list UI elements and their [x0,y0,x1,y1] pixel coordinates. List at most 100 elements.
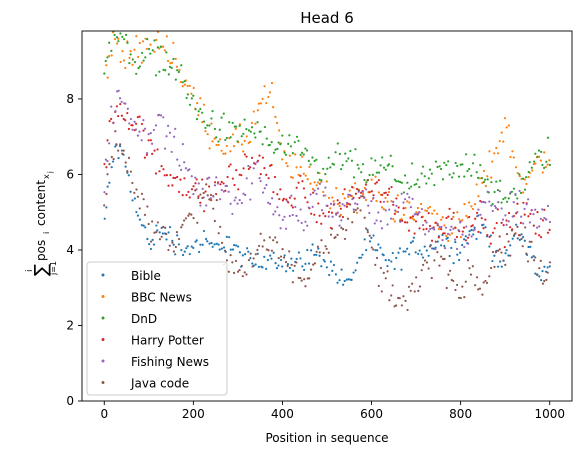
data-point [154,172,158,175]
data-point [334,235,337,239]
data-point [312,263,315,266]
data-point [203,210,206,213]
data-point [409,216,412,220]
y-label-pos: pos [34,240,48,261]
data-point [346,217,350,220]
data-point [388,187,391,190]
data-point [291,176,295,179]
data-point [181,253,185,257]
data-point [275,267,279,270]
data-point [496,265,500,268]
data-point [165,51,168,54]
data-point [452,172,455,175]
data-point [506,200,509,203]
data-point [277,264,280,267]
data-point [187,214,190,217]
data-point [338,279,341,282]
data-point [392,200,395,203]
data-point [375,199,378,203]
data-point [331,196,334,199]
data-point [242,192,245,195]
data-point [518,189,521,193]
data-point [267,201,270,204]
data-point [119,60,122,64]
data-point [324,173,327,176]
data-point [286,165,289,168]
data-point [473,226,476,229]
data-point [225,136,228,140]
data-point [463,245,466,249]
data-point [471,207,474,211]
data-point [427,254,430,257]
data-point [395,180,398,183]
data-point [459,251,462,254]
data-point [366,179,369,182]
data-point [205,204,208,207]
data-point [525,203,528,206]
data-point [338,152,341,156]
data-point [213,243,216,246]
data-point [311,205,314,208]
data-point [257,244,261,248]
data-point [534,272,537,275]
data-point [488,275,491,278]
data-point [436,240,439,243]
data-point [246,247,249,250]
data-point [235,244,238,247]
data-point [348,193,351,197]
data-point [375,256,379,260]
data-point [459,235,463,239]
data-point [225,144,228,148]
data-point [135,188,138,191]
data-point [302,153,305,156]
data-point [347,157,350,160]
data-point [276,147,279,150]
data-point [433,228,436,231]
data-point [406,221,409,224]
data-point [534,162,537,165]
data-point [491,259,494,263]
data-point [406,308,409,312]
data-point [213,219,216,223]
data-point [541,163,544,167]
data-point [440,255,443,258]
data-point [115,36,119,39]
data-point [143,127,147,130]
data-point [110,166,113,169]
data-point [140,139,143,142]
data-point [524,226,527,229]
data-point [121,152,124,155]
data-point [142,224,145,227]
data-point [387,190,391,194]
data-point [147,139,150,142]
data-point [177,237,181,241]
data-point [297,219,300,222]
data-point [223,249,227,252]
data-point [211,245,214,248]
data-point [450,217,453,221]
data-point [290,257,293,260]
data-point [114,145,117,148]
data-point [424,209,427,212]
data-point [231,133,235,136]
data-point [382,207,385,211]
data-point [341,192,345,196]
data-point [145,151,149,155]
data-point [355,211,359,214]
data-point [138,207,141,210]
data-point [256,109,259,112]
data-point [445,216,448,220]
data-point [511,237,514,240]
data-point [479,231,482,234]
data-point [162,68,165,71]
data-point [470,174,473,177]
data-point [461,243,464,247]
data-point [411,197,414,200]
data-point [429,245,432,248]
y-tick-label: 4 [66,243,74,257]
data-point [111,160,115,163]
data-point [313,159,316,163]
data-point [146,205,149,208]
data-point [350,278,353,281]
data-point [468,267,471,270]
